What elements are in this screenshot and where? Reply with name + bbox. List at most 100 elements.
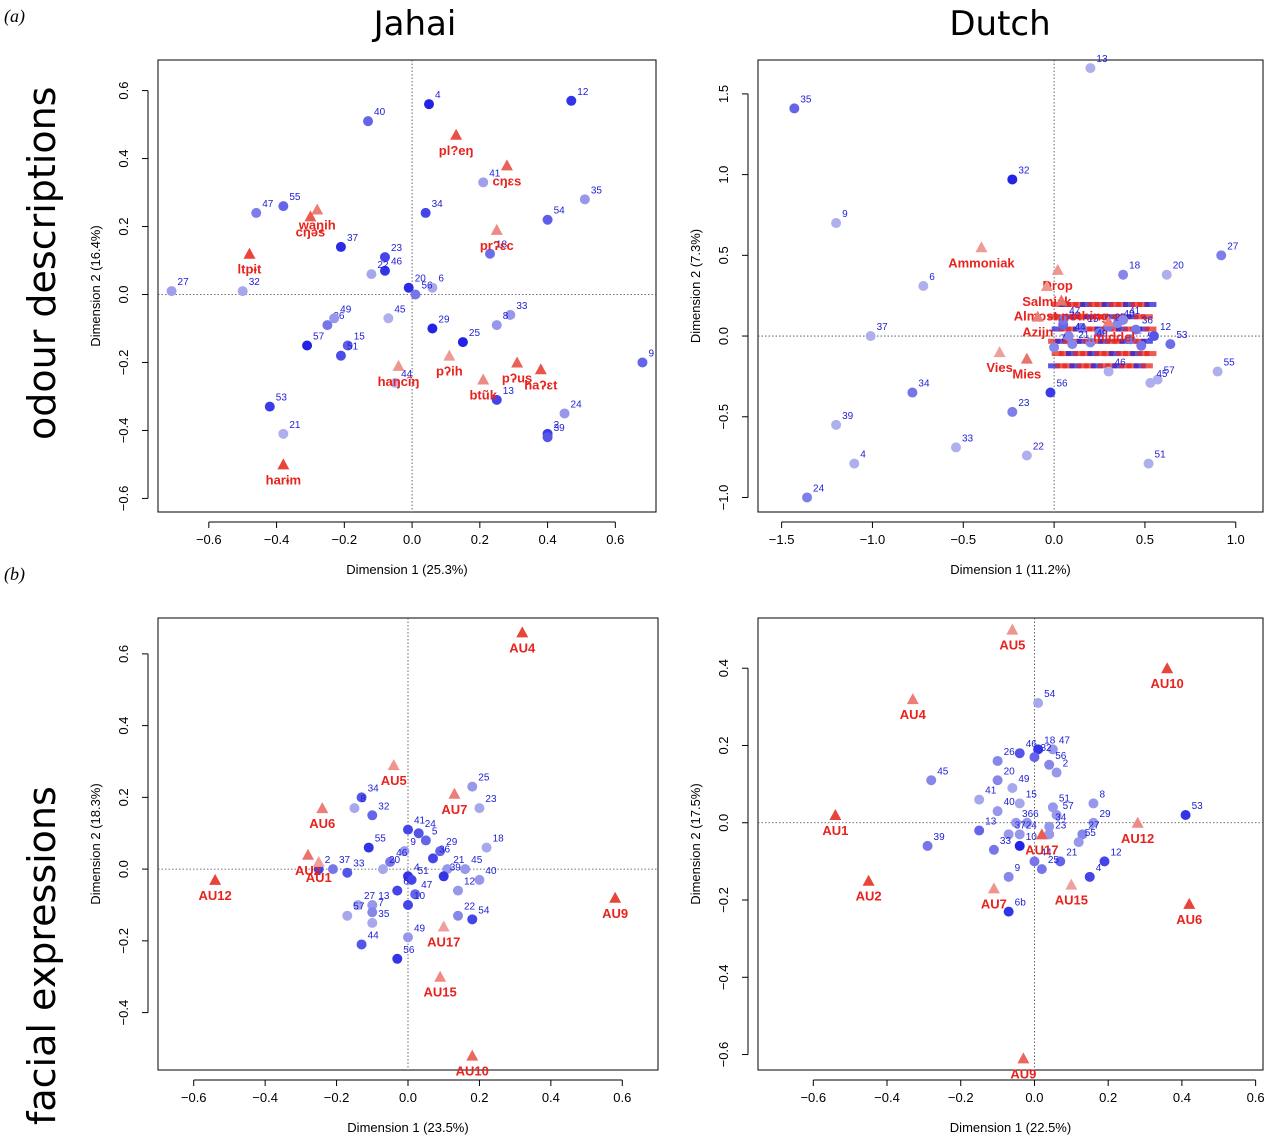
x-tick-label: 0.2 [1099, 1090, 1117, 1105]
participant-point: 25 [467, 773, 490, 792]
participant-marker [1063, 331, 1074, 342]
participant-point: 35 [367, 909, 390, 928]
participant-label: 12 [1160, 322, 1172, 333]
participant-marker [1145, 377, 1156, 388]
overlap-mark [1140, 363, 1153, 369]
descriptor-point: Ammoniak [948, 241, 1015, 270]
participant-label: 35 [800, 94, 812, 105]
y-tick-label: 0.5 [716, 246, 731, 264]
participant-point: 8 [1088, 789, 1105, 809]
participant-label: 24 [813, 483, 825, 494]
participant-point: 36 [428, 844, 451, 864]
participant-label: 55 [375, 834, 387, 845]
participant-marker [342, 867, 353, 878]
participant-marker [992, 775, 1003, 786]
overlap-mark [1090, 338, 1103, 344]
participant-label: 10 [1026, 832, 1038, 843]
participant-marker [1044, 759, 1055, 770]
descriptor-label: AU15 [424, 985, 457, 1000]
descriptor-label: AU15 [1055, 893, 1088, 908]
participant-point: 24 [1014, 820, 1037, 840]
participant-label: 20 [1173, 261, 1185, 272]
participant-marker [410, 289, 421, 300]
participant-point: 39 [438, 862, 461, 882]
overlap-mark [1094, 301, 1107, 307]
descriptor-point: AU17 [1025, 828, 1058, 857]
plot-frame [757, 617, 1264, 1071]
participant-label: 9 [1015, 863, 1021, 874]
descriptor-marker [609, 891, 622, 903]
participant-point: 51 [1143, 450, 1166, 469]
participant-marker [1022, 817, 1033, 828]
x-tick-label: 0.0 [1025, 1090, 1043, 1105]
row-title-facial: facial expressions [20, 786, 64, 1125]
descriptor-marker [466, 1049, 479, 1061]
participant-point: 44 [390, 369, 413, 388]
descriptor-point: AU9 [602, 891, 628, 921]
participant-point: 12 [1099, 847, 1122, 867]
participant-label: 40 [1004, 797, 1016, 808]
overlap-mark [1076, 338, 1089, 344]
participant-point: 20 [1161, 261, 1185, 280]
descriptor-point: AU1 [822, 809, 848, 838]
participant-marker [1103, 366, 1114, 377]
participant-label: 51 [347, 342, 359, 353]
plot-frame [157, 59, 657, 513]
participant-label: 36 [1142, 316, 1154, 327]
participant-label: 49 [340, 304, 352, 315]
x-tick-label: −0.2 [331, 532, 357, 547]
participant-point: 5 [420, 826, 438, 846]
participant-marker [559, 408, 570, 419]
participant-marker [403, 824, 413, 835]
participant-marker [992, 806, 1003, 817]
descriptor-label: AU10 [456, 1064, 489, 1079]
participant-marker [383, 313, 394, 324]
participant-marker [992, 755, 1003, 766]
participant-point: 29 [435, 837, 458, 857]
descriptor-marker [1055, 294, 1068, 306]
participant-point: 4 [849, 450, 866, 469]
descriptor-marker [392, 359, 405, 371]
descriptor-label: ...middel [1082, 330, 1135, 345]
x-tick-label: 0.6 [1247, 1090, 1265, 1105]
participant-point: 46 [1103, 358, 1126, 377]
y-tick-label: 0.6 [116, 645, 131, 663]
descriptor-label: AU6 [1176, 912, 1202, 927]
descriptor-marker [1040, 280, 1053, 291]
participant-marker [335, 350, 346, 361]
participant-label: 41 [985, 786, 997, 797]
chart-jahai-odour: −0.6 −0.4 −0.2 0.0 0.2 0.4 0.6 −0.6 −0.4 −0.2 0.0 0… [88, 59, 657, 577]
participant-marker [427, 323, 438, 334]
descriptor-label: AU2 [856, 889, 882, 904]
descriptor-marker [516, 626, 529, 638]
participant-label: 27 [1227, 241, 1239, 252]
participant-marker [367, 907, 378, 918]
participant-marker [413, 828, 424, 839]
participant-marker [491, 320, 502, 331]
participant-label: 23 [1055, 820, 1067, 831]
x-tick-label: 0.0 [403, 532, 421, 547]
participant-point: 56 [392, 945, 415, 964]
descriptor-marker [1183, 897, 1196, 909]
participant-marker [1149, 331, 1160, 342]
participant-point: 55 [1212, 358, 1235, 377]
descriptor-marker [277, 458, 290, 470]
y-axis-label: Dimension 2 (17.5%) [688, 783, 703, 904]
participant-marker [918, 281, 929, 291]
participant-marker [1088, 798, 1099, 809]
overlap-mark [1087, 351, 1100, 357]
participant-marker [542, 214, 553, 225]
descriptor-marker [437, 920, 450, 932]
participant-marker [566, 95, 577, 106]
overlap-mark [1108, 301, 1121, 307]
descriptor-point: cŋɛs [493, 159, 521, 188]
participant-marker [1118, 314, 1129, 325]
participant-marker [1216, 250, 1227, 261]
participant-label: 13 [378, 891, 390, 902]
participant-label: 6 [929, 272, 935, 283]
descriptor-point: pʔuʂ [502, 356, 532, 385]
participant-marker [1003, 871, 1014, 882]
overlap-mark [1069, 314, 1082, 320]
overlap-mark [1108, 326, 1121, 332]
participant-marker [278, 428, 289, 439]
